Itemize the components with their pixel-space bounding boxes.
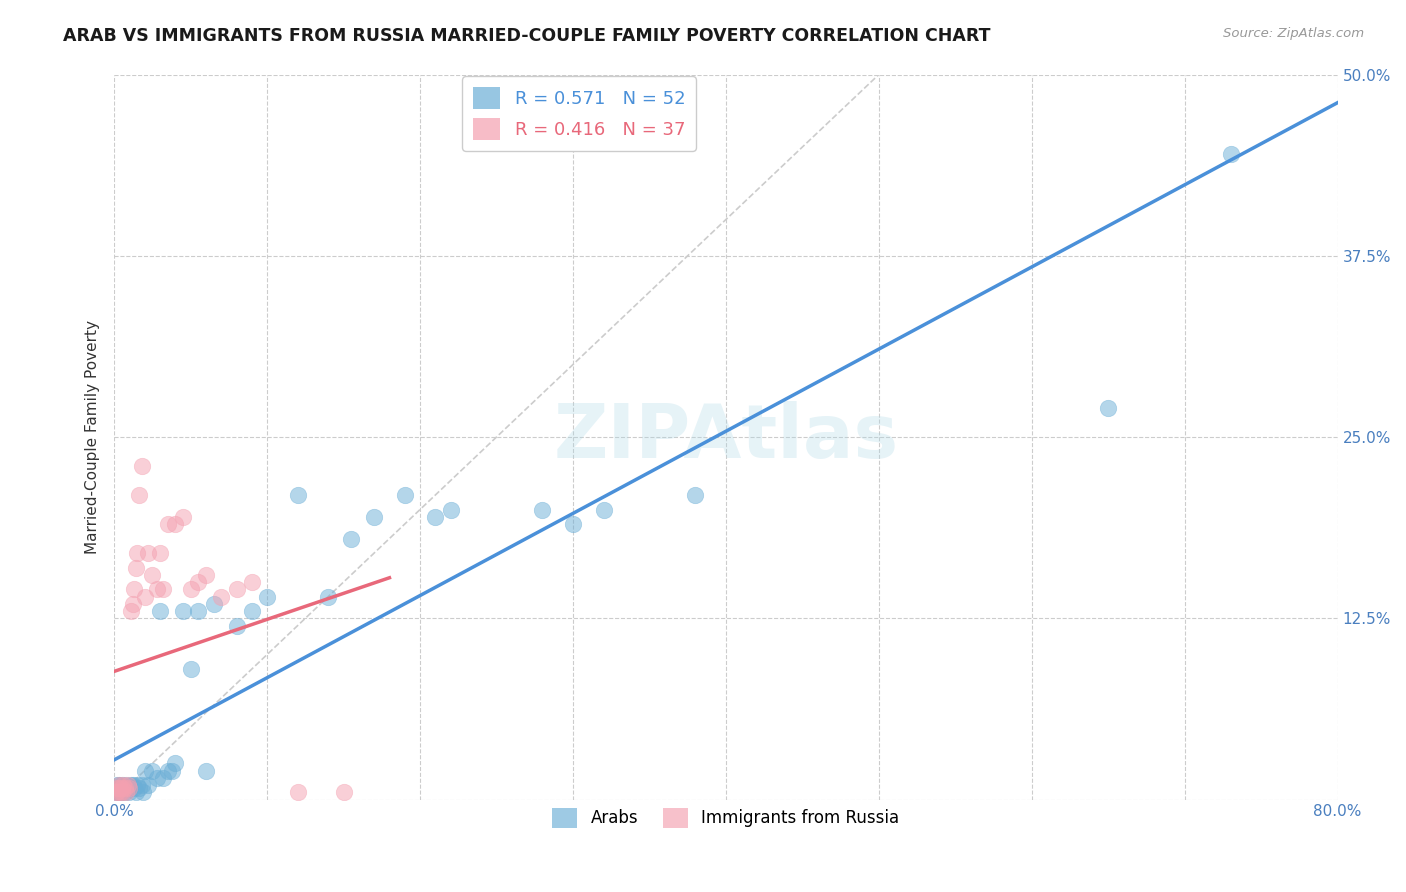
Point: [114, 785, 136, 799]
Point: [107, 778, 129, 792]
Point: [225, 618, 247, 632]
Point: [104, 785, 127, 799]
Point: [146, 771, 169, 785]
Point: [124, 785, 146, 799]
Point: [122, 780, 145, 795]
Point: [240, 574, 263, 589]
Point: [287, 785, 309, 799]
Point: [209, 590, 232, 604]
Point: [114, 780, 136, 795]
Point: [110, 780, 132, 795]
Point: [128, 488, 150, 502]
Point: [107, 780, 129, 795]
Point: [156, 764, 179, 778]
Point: [256, 590, 278, 604]
Point: [187, 574, 209, 589]
Point: [394, 488, 416, 502]
Point: [118, 785, 141, 799]
Point: [110, 785, 132, 799]
Text: ARAB VS IMMIGRANTS FROM RUSSIA MARRIED-COUPLE FAMILY POVERTY CORRELATION CHART: ARAB VS IMMIGRANTS FROM RUSSIA MARRIED-C…: [63, 27, 991, 45]
Point: [685, 488, 707, 502]
Point: [104, 785, 127, 799]
Point: [107, 778, 129, 792]
Point: [118, 780, 141, 795]
Point: [112, 780, 135, 795]
Point: [121, 778, 143, 792]
Point: [136, 546, 159, 560]
Point: [531, 502, 554, 516]
Text: Source: ZipAtlas.com: Source: ZipAtlas.com: [1223, 27, 1364, 40]
Point: [592, 502, 614, 516]
Point: [115, 778, 138, 792]
Point: [131, 778, 153, 792]
Point: [225, 582, 247, 597]
Point: [117, 780, 139, 795]
Point: [141, 764, 163, 778]
Point: [134, 590, 156, 604]
Point: [111, 785, 134, 799]
Point: [180, 662, 202, 676]
Point: [124, 560, 146, 574]
Point: [340, 532, 363, 546]
Y-axis label: Married-Couple Family Poverty: Married-Couple Family Poverty: [86, 320, 100, 554]
Point: [134, 764, 156, 778]
Point: [141, 567, 163, 582]
Point: [149, 546, 172, 560]
Point: [1097, 401, 1119, 415]
Point: [111, 778, 134, 792]
Point: [156, 516, 179, 531]
Point: [117, 778, 139, 792]
Point: [127, 546, 149, 560]
Point: [172, 604, 194, 618]
Point: [105, 785, 128, 799]
Point: [194, 567, 217, 582]
Point: [172, 509, 194, 524]
Point: [105, 785, 128, 799]
Point: [146, 582, 169, 597]
Text: ZIPAtlas: ZIPAtlas: [554, 401, 898, 474]
Point: [136, 778, 159, 792]
Point: [165, 516, 187, 531]
Point: [287, 488, 309, 502]
Point: [180, 582, 202, 597]
Point: [562, 516, 585, 531]
Point: [121, 597, 143, 611]
Point: [127, 778, 149, 792]
Point: [149, 604, 172, 618]
Point: [425, 509, 447, 524]
Point: [111, 785, 134, 799]
Point: [1219, 147, 1241, 161]
Point: [110, 785, 132, 799]
Point: [111, 780, 134, 795]
Point: [202, 597, 225, 611]
Point: [194, 764, 217, 778]
Point: [105, 780, 128, 795]
Point: [316, 590, 339, 604]
Point: [187, 604, 209, 618]
Point: [363, 509, 385, 524]
Point: [132, 785, 155, 799]
Point: [131, 458, 153, 473]
Point: [152, 582, 174, 597]
Point: [240, 604, 263, 618]
Point: [105, 778, 128, 792]
Point: [122, 582, 145, 597]
Point: [115, 785, 138, 799]
Point: [332, 785, 354, 799]
Point: [165, 756, 187, 771]
Point: [128, 780, 150, 795]
Point: [120, 604, 142, 618]
Legend: Arabs, Immigrants from Russia: Arabs, Immigrants from Russia: [546, 801, 907, 835]
Point: [152, 771, 174, 785]
Point: [120, 778, 142, 792]
Point: [112, 778, 135, 792]
Point: [162, 764, 184, 778]
Point: [107, 785, 129, 799]
Point: [440, 502, 463, 516]
